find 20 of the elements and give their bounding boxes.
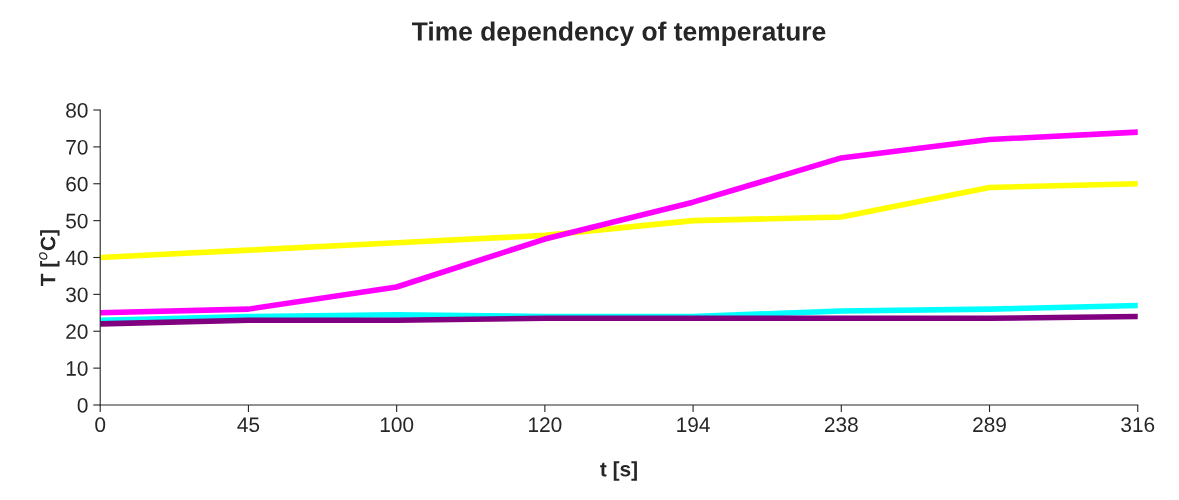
- chart-title: Time dependency of temperature: [412, 21, 826, 47]
- x-tick-label: 45: [237, 417, 260, 433]
- x-tick-label: 316: [1121, 417, 1155, 433]
- y-tick-label: 20: [66, 324, 88, 339]
- y-tick-label: 30: [66, 287, 88, 303]
- y-axis-title: T [$^{o}$C]: [39, 230, 60, 286]
- y-tick-label: 0: [77, 398, 88, 413]
- y-tick-label: 80: [66, 103, 88, 118]
- y-tick-label: 50: [66, 213, 88, 229]
- x-tick-label: 238: [824, 417, 858, 433]
- x-tick-label: 289: [973, 417, 1006, 433]
- y-tick-label: 60: [66, 176, 88, 192]
- x-axis-title: t [s]: [600, 461, 637, 481]
- y-tick-label: 70: [66, 139, 88, 155]
- x-tick-label: 0: [95, 417, 106, 433]
- y-tick-label: 10: [66, 361, 88, 376]
- x-tick-label: 194: [677, 417, 710, 433]
- x-tick-label: 100: [380, 417, 414, 433]
- x-tick-label: 120: [529, 417, 562, 433]
- y-tick-label: 40: [65, 250, 88, 266]
